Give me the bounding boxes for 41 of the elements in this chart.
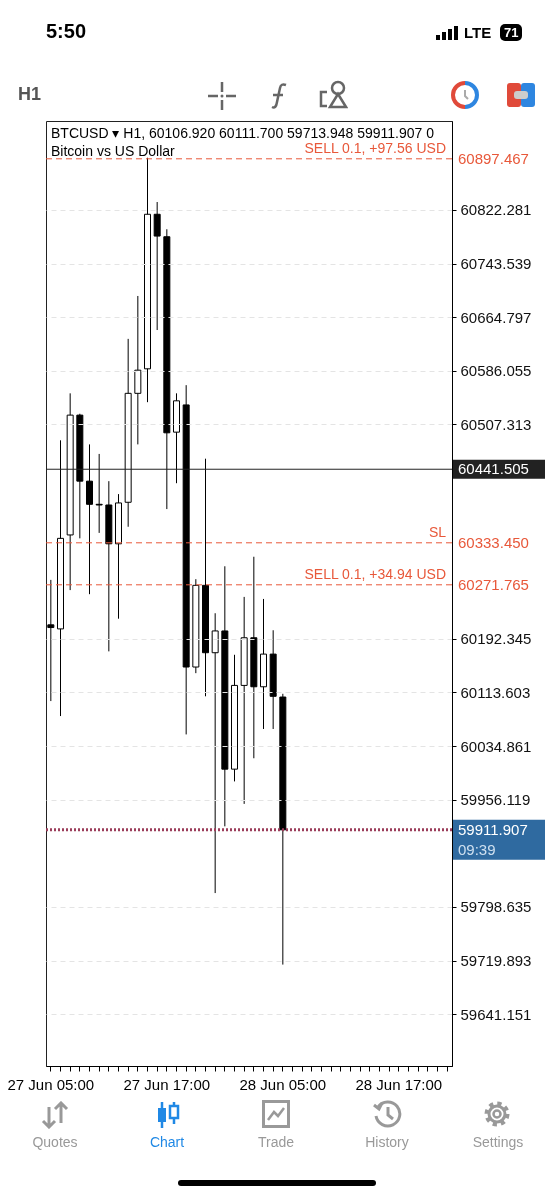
text: 5:50 <box>46 20 87 43</box>
text: 71 <box>500 24 523 41</box>
candlestick <box>47 579 55 702</box>
ref-line-label: SELL 0.1, +97.56 USD <box>304 139 446 156</box>
text: Trade <box>256 1134 296 1150</box>
y-tick-label: 60034.861 <box>460 737 532 755</box>
y-tick-label: 60664.797 <box>460 308 532 326</box>
text: 09:39 <box>458 840 496 858</box>
candlestick <box>86 443 93 595</box>
x-tick-label: 28 Jun 17:00 <box>355 1075 443 1093</box>
y-tick-label: 60822.281 <box>460 201 532 219</box>
x-tick-label: 28 Jun 05:00 <box>239 1075 327 1093</box>
text: H1 <box>18 84 42 105</box>
text: Chart <box>148 1134 186 1150</box>
ref-line-label: SELL 0.1, +34.94 USD <box>304 565 446 582</box>
x-tick-label: 27 Jun 05:00 <box>7 1075 95 1093</box>
y-tick-label: 59956.119 <box>460 791 531 809</box>
y-tick-label: 60192.345 <box>460 630 532 648</box>
y-tick-label: 60113.603 <box>460 683 531 701</box>
text: Settings <box>471 1134 525 1150</box>
text: 60897.467 <box>458 149 529 167</box>
text: LTE <box>464 24 492 41</box>
y-tick-label: 60743.539 <box>460 255 532 273</box>
text: 60441.505 <box>458 460 529 478</box>
text: Quotes <box>31 1134 79 1150</box>
y-tick-label: 60586.055 <box>460 362 532 380</box>
y-tick-label: 59641.151 <box>460 1005 532 1023</box>
y-tick-label: 60507.313 <box>460 415 532 433</box>
text: Bitcoin vs US Dollar <box>51 143 176 159</box>
ref-line-label: SL <box>428 523 447 540</box>
candlestick <box>95 453 103 534</box>
text: 60333.450 <box>458 533 529 551</box>
y-tick-label: 59798.635 <box>460 898 532 916</box>
text: History <box>364 1134 410 1150</box>
candlestick <box>134 295 142 445</box>
y-tick-label: 59719.893 <box>460 952 532 970</box>
x-tick-label: 27 Jun 17:00 <box>123 1075 211 1093</box>
chart-title: BTCUSD ▾ H1, 60106.920 60111.700 59713.948 59911.907 0 <box>51 125 435 141</box>
candlestick <box>211 612 219 894</box>
text: 59911.907 <box>458 820 528 838</box>
text: 60271.765 <box>458 575 529 593</box>
